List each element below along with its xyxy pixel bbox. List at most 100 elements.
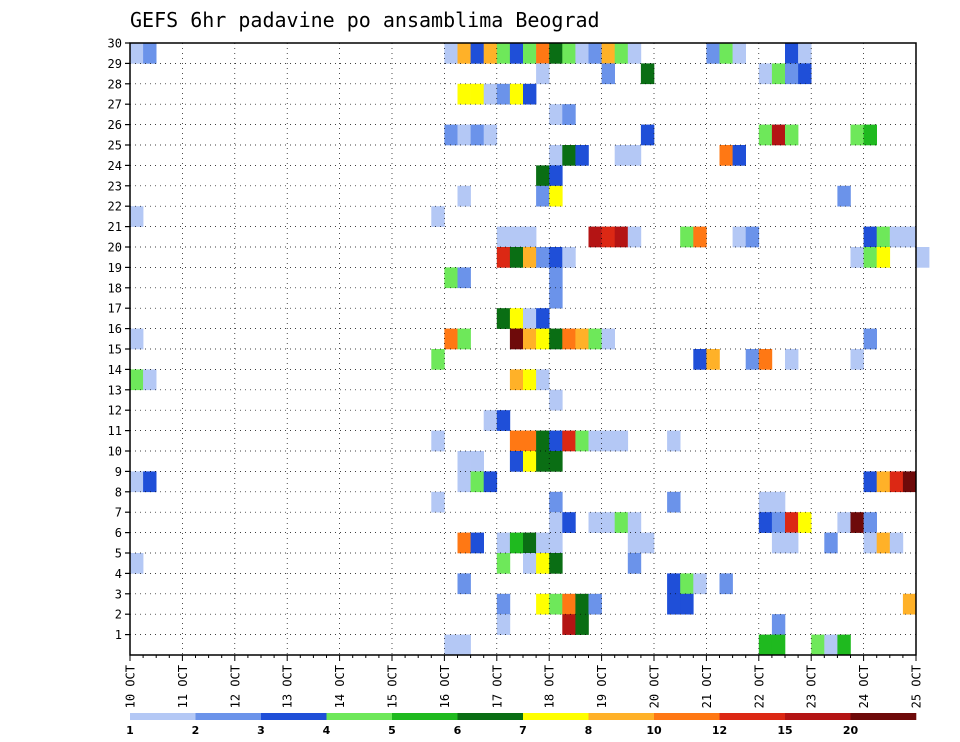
- y-tick-label: 30: [108, 37, 122, 51]
- precip-cell: [667, 430, 681, 452]
- precip-cell: [562, 43, 576, 64]
- precip-cell: [824, 532, 838, 554]
- precip-cell: [614, 43, 629, 64]
- precip-cell: [143, 43, 157, 64]
- precip-cell: [549, 287, 563, 309]
- precip-cell: [640, 124, 655, 146]
- precip-cell: [667, 593, 681, 615]
- precip-cell: [483, 83, 498, 105]
- x-tick-label: 24 OCT: [857, 665, 871, 708]
- precip-cell: [771, 532, 786, 554]
- precip-cell: [457, 267, 471, 289]
- precip-cell: [667, 491, 681, 513]
- precip-cell: [850, 349, 864, 370]
- precip-cell: [745, 349, 760, 370]
- x-tick-label: 17 OCT: [490, 665, 504, 708]
- precip-cell: [523, 226, 537, 248]
- colorbar-label: 8: [585, 724, 593, 737]
- precip-cell: [732, 43, 746, 64]
- precip-cell: [575, 145, 589, 166]
- precip-cell: [496, 593, 511, 615]
- precip-cell: [902, 593, 917, 615]
- precip-cell: [837, 512, 851, 533]
- y-tick-label: 3: [115, 587, 122, 601]
- precip-cell: [444, 634, 458, 656]
- precip-cell: [719, 573, 733, 595]
- y-tick-label: 15: [108, 343, 122, 357]
- precip-cell: [470, 124, 484, 146]
- precip-cell: [457, 43, 471, 64]
- precip-cell: [496, 43, 511, 64]
- y-tick-label: 6: [115, 526, 122, 540]
- precip-cell: [667, 573, 681, 595]
- precip-cell: [771, 614, 786, 635]
- y-tick-label: 25: [108, 139, 122, 153]
- precip-cell: [549, 165, 563, 187]
- precip-cell: [732, 145, 746, 166]
- precip-cell: [837, 634, 851, 656]
- precip-cell: [627, 553, 642, 574]
- precip-cell: [640, 532, 655, 554]
- precip-cell: [496, 410, 511, 431]
- precip-cell: [523, 328, 537, 350]
- precip-cell: [457, 451, 471, 472]
- precip-cell: [863, 532, 877, 554]
- precip-cell: [693, 573, 707, 595]
- precip-cell: [785, 43, 799, 64]
- precip-cell: [785, 124, 799, 146]
- colorbar-swatch: [261, 713, 327, 720]
- cells-layer: [130, 43, 930, 656]
- precip-cell: [549, 328, 563, 350]
- colorbar-swatch: [654, 713, 720, 720]
- precip-cell: [614, 512, 629, 533]
- colorbar-label: 3: [257, 724, 265, 737]
- y-tick-label: 14: [108, 363, 122, 377]
- precip-cell: [549, 553, 563, 574]
- precip-cell: [562, 145, 576, 166]
- precip-cell: [431, 349, 445, 370]
- colorbar-label: 7: [519, 724, 527, 737]
- precip-cell: [549, 145, 563, 166]
- colorbar-label: 2: [192, 724, 200, 737]
- precip-cell: [771, 124, 786, 146]
- precip-cell: [523, 553, 537, 574]
- precip-cell: [706, 43, 720, 64]
- precip-cell: [509, 532, 524, 554]
- y-tick-label: 22: [108, 200, 122, 214]
- precip-cell: [863, 471, 877, 493]
- precip-cell: [549, 491, 563, 513]
- precip-cell: [130, 43, 144, 64]
- precip-cell: [627, 512, 642, 533]
- precip-cell: [798, 512, 812, 533]
- precip-cell: [523, 430, 537, 452]
- precip-cell: [496, 247, 511, 268]
- colorbar-swatch: [523, 713, 589, 720]
- precip-cell: [523, 451, 537, 472]
- precip-cell: [785, 532, 799, 554]
- precip-cell: [549, 593, 563, 615]
- y-tick-label: 17: [108, 302, 122, 316]
- precip-cell: [863, 512, 877, 533]
- precip-cell: [549, 267, 563, 289]
- x-tick-label: 19 OCT: [595, 665, 609, 708]
- precip-cell: [470, 83, 484, 105]
- precip-cell: [483, 471, 498, 493]
- precip-cell: [601, 512, 615, 533]
- precip-cell: [536, 369, 550, 391]
- precip-cell: [536, 328, 550, 350]
- precip-cell: [536, 247, 550, 268]
- precip-cell: [785, 512, 799, 533]
- precip-cell: [771, 491, 786, 513]
- precip-cell: [588, 512, 602, 533]
- y-tick-label: 2: [115, 608, 122, 622]
- chart-title: GEFS 6hr padavine po ansamblima Beograd: [130, 8, 600, 32]
- precip-cell: [627, 145, 642, 166]
- precip-cell: [509, 226, 524, 248]
- precip-cell: [758, 512, 773, 533]
- precip-cell: [549, 430, 563, 452]
- precip-cell: [876, 471, 891, 493]
- x-tick-label: 13 OCT: [281, 665, 295, 708]
- precip-cell: [536, 308, 550, 329]
- precip-cell: [130, 553, 144, 574]
